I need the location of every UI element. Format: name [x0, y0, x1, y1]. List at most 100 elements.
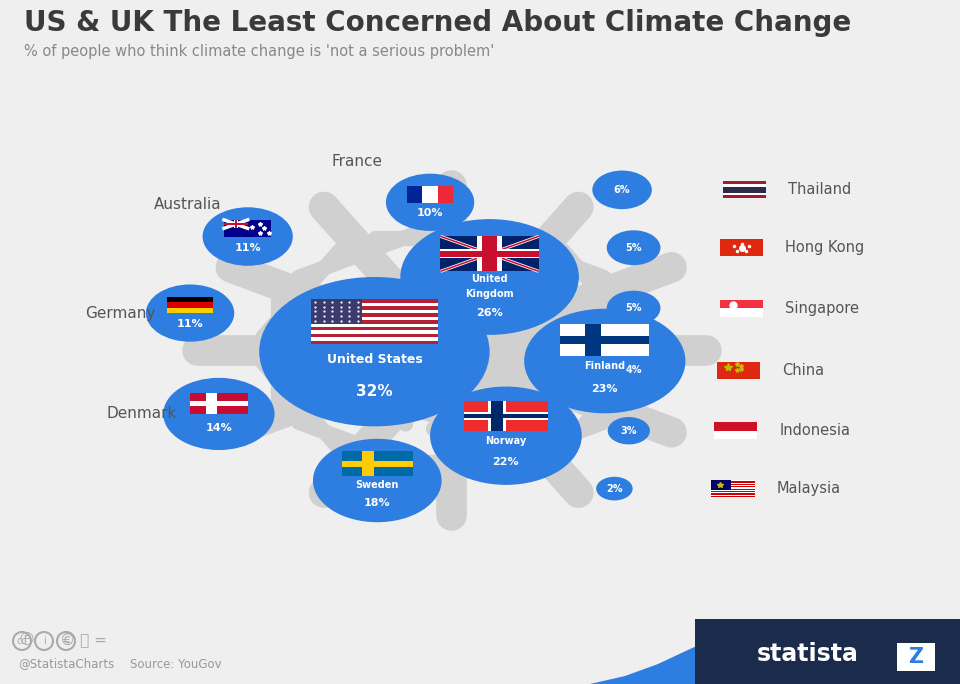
Bar: [723, 181, 766, 184]
Bar: [206, 393, 217, 415]
Text: 26%: 26%: [476, 308, 503, 319]
Bar: [482, 236, 497, 272]
Text: 23%: 23%: [591, 384, 618, 394]
Bar: [311, 299, 438, 303]
Bar: [723, 187, 766, 193]
Bar: [342, 461, 413, 467]
Bar: [695, 619, 960, 684]
Bar: [586, 324, 601, 356]
Circle shape: [386, 174, 474, 231]
Bar: [224, 224, 248, 225]
Bar: [311, 330, 438, 334]
Bar: [167, 302, 213, 308]
Polygon shape: [590, 619, 960, 684]
Bar: [491, 401, 503, 431]
Text: Australia: Australia: [155, 197, 222, 211]
Circle shape: [607, 291, 660, 326]
Text: Germany: Germany: [84, 306, 156, 321]
Bar: [711, 480, 731, 490]
Text: US & UK The Least Concerned About Climate Change: US & UK The Least Concerned About Climat…: [24, 10, 852, 38]
Bar: [311, 341, 438, 345]
Text: @StatistaCharts: @StatistaCharts: [18, 657, 114, 670]
Text: Hong Kong: Hong Kong: [785, 240, 865, 255]
Circle shape: [610, 355, 658, 386]
Text: Sweden: Sweden: [355, 479, 399, 490]
Text: Denmark: Denmark: [107, 406, 178, 421]
Circle shape: [259, 277, 490, 426]
Bar: [711, 480, 755, 482]
Bar: [723, 193, 766, 196]
Text: Source: YouGov: Source: YouGov: [130, 657, 222, 670]
Text: 11%: 11%: [177, 319, 204, 329]
Bar: [711, 490, 755, 491]
Text: United: United: [471, 274, 508, 285]
Bar: [720, 239, 763, 256]
Bar: [711, 483, 755, 484]
Text: Finland: Finland: [585, 361, 625, 371]
Circle shape: [592, 170, 652, 209]
Text: statista: statista: [757, 642, 859, 666]
Bar: [190, 393, 248, 415]
Bar: [311, 299, 362, 324]
Bar: [714, 422, 757, 431]
Bar: [720, 300, 763, 308]
Bar: [311, 303, 438, 306]
Text: © ⓘ =: © ⓘ =: [60, 633, 107, 648]
Bar: [711, 482, 755, 483]
Text: Kingdom: Kingdom: [466, 289, 514, 300]
Bar: [190, 402, 248, 406]
Bar: [561, 337, 649, 344]
Bar: [720, 308, 763, 317]
Bar: [311, 310, 438, 313]
Text: 2%: 2%: [606, 484, 623, 494]
Text: United States: United States: [326, 353, 422, 366]
Bar: [311, 313, 438, 317]
Bar: [311, 317, 438, 320]
Bar: [465, 401, 547, 431]
Text: 32%: 32%: [356, 384, 393, 399]
Circle shape: [313, 439, 442, 522]
Text: cc: cc: [16, 636, 28, 646]
Circle shape: [607, 231, 660, 265]
Text: 18%: 18%: [364, 498, 391, 508]
Bar: [422, 186, 438, 202]
Circle shape: [203, 207, 293, 266]
Bar: [167, 308, 213, 313]
Text: Z: Z: [908, 647, 924, 667]
Bar: [441, 251, 539, 256]
Bar: [711, 491, 755, 492]
Text: 5%: 5%: [625, 303, 642, 313]
Text: Singapore: Singapore: [785, 300, 859, 315]
Bar: [438, 186, 453, 202]
Bar: [167, 297, 213, 302]
Bar: [711, 486, 755, 488]
Bar: [465, 414, 547, 419]
Circle shape: [608, 417, 650, 445]
Bar: [235, 220, 237, 228]
Text: 4%: 4%: [625, 365, 642, 376]
Bar: [311, 320, 438, 324]
Bar: [362, 451, 374, 477]
Text: China: China: [782, 363, 825, 378]
Bar: [465, 412, 547, 420]
Bar: [311, 306, 438, 310]
Bar: [311, 337, 438, 341]
Bar: [477, 236, 502, 272]
Text: Malaysia: Malaysia: [777, 481, 841, 496]
Bar: [711, 495, 755, 496]
Text: 3%: 3%: [620, 425, 637, 436]
Circle shape: [146, 285, 234, 342]
Bar: [714, 431, 757, 439]
Bar: [711, 484, 755, 485]
Circle shape: [524, 308, 685, 413]
Text: Norway: Norway: [486, 436, 526, 445]
FancyBboxPatch shape: [897, 643, 935, 671]
Text: ℗: ℗: [18, 631, 36, 649]
Bar: [441, 250, 539, 258]
Bar: [311, 334, 438, 337]
Bar: [717, 362, 760, 379]
Text: =: =: [62, 636, 70, 646]
Text: i: i: [42, 636, 45, 646]
Bar: [311, 327, 438, 330]
Text: 6%: 6%: [613, 185, 631, 195]
